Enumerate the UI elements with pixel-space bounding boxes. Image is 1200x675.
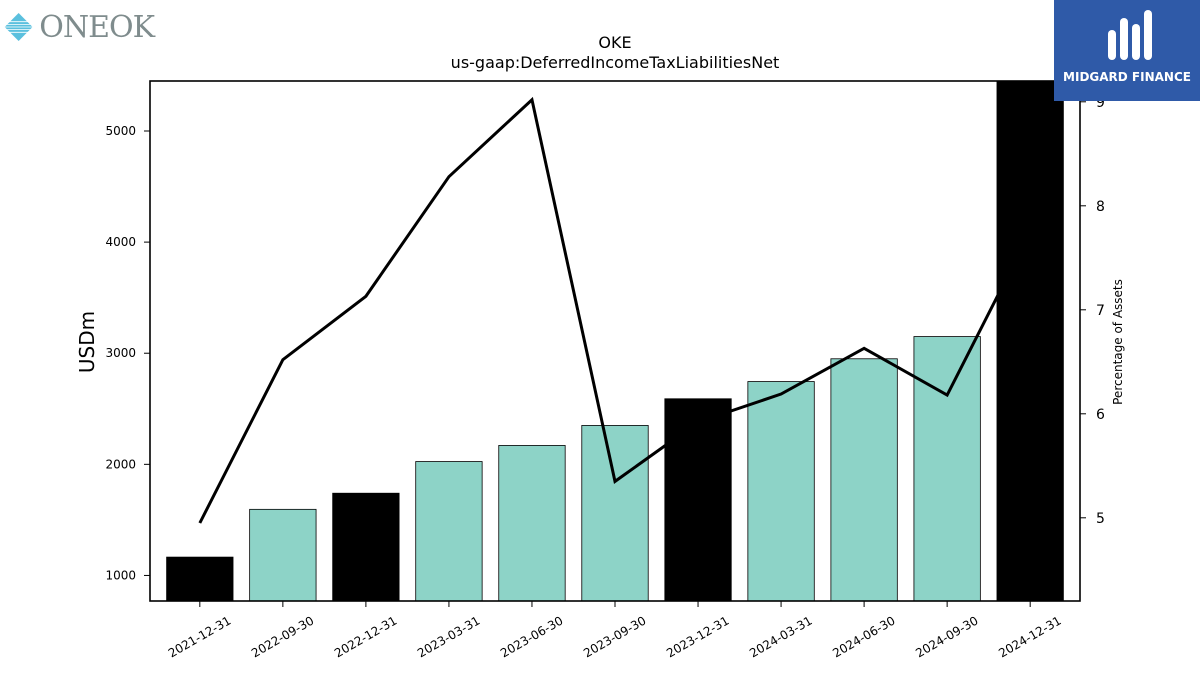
- y2-tick-label: 9: [1096, 95, 1105, 111]
- midgard-finance-logo: MIDGARD FINANCE: [1054, 0, 1200, 101]
- bar-2023-12-31: [664, 398, 732, 602]
- x-tick-label: 2023-12-31: [664, 613, 731, 660]
- y2-tick-label: 7: [1096, 303, 1105, 319]
- x-tick-label: 2023-09-30: [581, 613, 648, 660]
- line-group: [198, 96, 1032, 524]
- chart-title: OKE: [598, 33, 631, 52]
- x-tick-label: 2023-06-30: [498, 613, 565, 660]
- bar-2024-06-30: [830, 358, 898, 602]
- bar-2023-03-31: [415, 461, 483, 602]
- x-tick-label: 2022-12-31: [332, 613, 399, 660]
- bars-group: [166, 80, 1064, 602]
- y2-tick-label: 5: [1096, 511, 1105, 527]
- bar-2024-03-31: [747, 381, 815, 602]
- bar-2021-12-31: [166, 556, 234, 602]
- y-tick-label: 1000: [105, 568, 136, 582]
- x-tick-label: 2024-09-30: [913, 613, 980, 660]
- y-tick-label: 3000: [105, 346, 136, 360]
- y2-tick-label: 6: [1096, 407, 1105, 423]
- bar-2024-09-30: [913, 336, 981, 602]
- x-tick-label: 2021-12-31: [166, 613, 233, 660]
- x-tick-label: 2024-12-31: [996, 613, 1063, 660]
- y2-tick-label: 8: [1096, 199, 1105, 215]
- midgard-logo-text: MIDGARD FINANCE: [1063, 70, 1191, 84]
- bar-2024-12-31: [996, 80, 1064, 602]
- chart-subtitle: us-gaap:DeferredIncomeTaxLiabilitiesNet: [451, 53, 780, 72]
- y-axis-label: USDm: [75, 311, 99, 373]
- bar-2023-09-30: [581, 425, 649, 602]
- x-tick-label: 2023-03-31: [415, 613, 482, 660]
- bar-2023-06-30: [498, 445, 566, 602]
- oneok-logo-text: ONEOK: [39, 9, 155, 45]
- midgard-mark-icon: [1108, 10, 1152, 60]
- x-tick-label: 2024-06-30: [830, 613, 897, 660]
- bar-2022-09-30: [249, 508, 317, 602]
- oneok-logo: ONEOK: [4, 4, 155, 50]
- x-tick-label: 2024-03-31: [747, 613, 814, 660]
- oneok-diamond-icon: [4, 13, 33, 41]
- x-tick-label: 2022-09-30: [249, 613, 316, 660]
- bar-2022-12-31: [332, 492, 400, 602]
- y-tick-label: 4000: [105, 235, 136, 249]
- y2-axis-label: Percentage of Assets: [1111, 279, 1125, 405]
- y-tick-label: 5000: [105, 124, 136, 138]
- y-tick-label: 2000: [105, 457, 136, 471]
